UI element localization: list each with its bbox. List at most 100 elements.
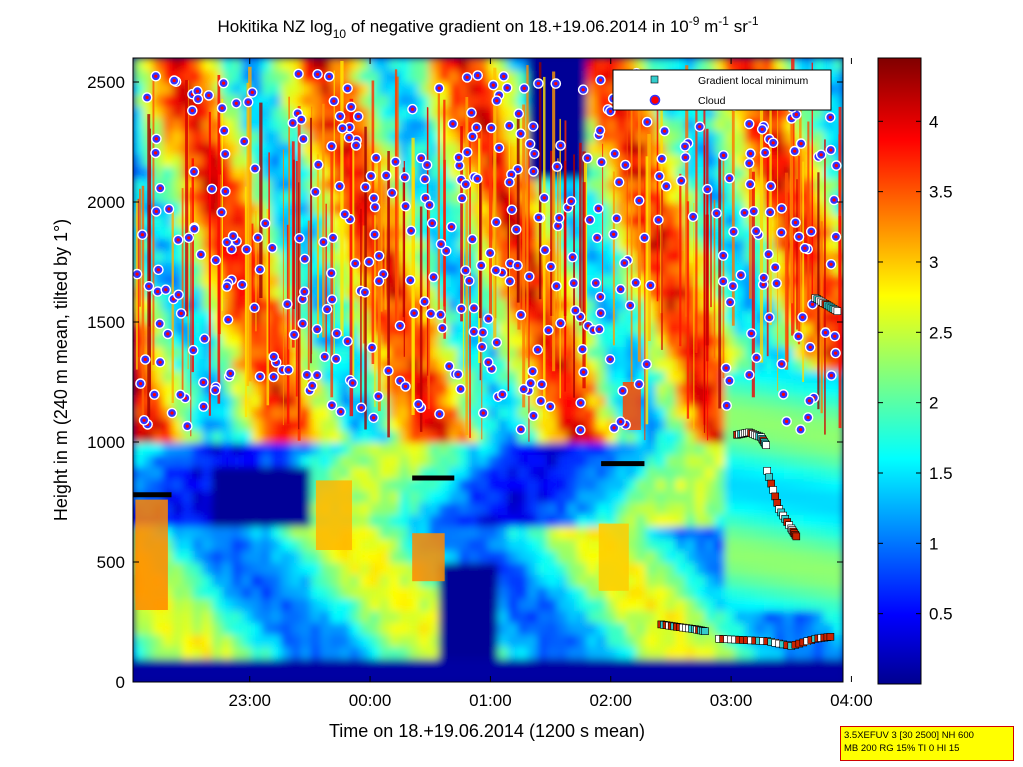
heatmap-cell xyxy=(734,190,746,203)
heatmap-cell xyxy=(290,430,302,443)
heatmap-cell xyxy=(419,94,430,107)
heatmap-cell xyxy=(310,418,322,431)
heatmap-cell xyxy=(221,526,233,539)
heatmap-cell xyxy=(419,166,430,179)
heatmap-cell xyxy=(685,634,697,647)
heatmap-cell xyxy=(330,262,342,275)
heatmap-cell xyxy=(231,478,243,491)
heatmap-cell xyxy=(211,418,223,431)
heatmap-cell xyxy=(369,166,381,179)
cloud-marker-center xyxy=(270,246,274,250)
heatmap-cell xyxy=(833,58,843,71)
heatmap-cell xyxy=(783,670,795,682)
heatmap-cell xyxy=(192,466,204,479)
heatmap-cell xyxy=(823,154,835,167)
heatmap-cell xyxy=(389,262,401,275)
heatmap-cell xyxy=(596,670,608,682)
heatmap-cell xyxy=(438,442,450,455)
heatmap-blob xyxy=(598,523,629,591)
heatmap-cell xyxy=(803,442,815,455)
heatmap-cell xyxy=(261,514,273,527)
heatmap-cell xyxy=(774,442,785,455)
heatmap-cell xyxy=(695,250,706,263)
heatmap-cell xyxy=(399,502,411,515)
heatmap-streak xyxy=(824,139,826,435)
heatmap-cell xyxy=(813,514,825,527)
heatmap-cell xyxy=(734,418,746,431)
heatmap-cell xyxy=(497,310,509,323)
heatmap-cell xyxy=(754,106,766,119)
heatmap-cell xyxy=(566,298,578,311)
heatmap-cell xyxy=(133,82,144,95)
heatmap-cell xyxy=(823,178,835,191)
cloud-marker-center xyxy=(353,261,357,266)
heatmap-cell xyxy=(231,82,243,95)
heatmap-cell xyxy=(645,262,657,275)
heatmap-cell xyxy=(448,658,460,671)
heatmap-cell xyxy=(409,670,420,682)
heatmap-cell xyxy=(280,670,292,682)
cloud-marker-center xyxy=(390,191,394,195)
heatmap-cell xyxy=(438,610,450,623)
heatmap-cell xyxy=(192,106,204,119)
heatmap-cell xyxy=(566,562,578,575)
heatmap-streak xyxy=(637,97,641,362)
heatmap-cell xyxy=(359,586,371,599)
heatmap-cell xyxy=(438,466,450,479)
heatmap-cell xyxy=(596,298,608,311)
heatmap-cell xyxy=(488,622,499,635)
heatmap-cell xyxy=(379,382,391,395)
heatmap-cell xyxy=(280,118,292,131)
cloud-marker-center xyxy=(171,297,176,301)
cloud-marker-center xyxy=(543,248,547,252)
heatmap-cell xyxy=(754,370,766,383)
heatmap-cell xyxy=(557,190,568,203)
cloud-marker-center xyxy=(519,132,523,136)
heatmap-cell xyxy=(133,70,144,83)
heatmap-cell xyxy=(704,382,716,395)
cloud-marker-center xyxy=(185,424,189,428)
heatmap-cell xyxy=(497,562,509,575)
cloud-marker-center xyxy=(516,264,520,268)
heatmap-cell xyxy=(192,394,204,407)
heatmap-cell xyxy=(182,610,194,623)
heatmap-cell xyxy=(497,58,509,71)
heatmap-cell xyxy=(419,202,430,215)
heatmap-cell xyxy=(478,574,489,587)
heatmap-cell xyxy=(774,406,785,419)
heatmap-cell xyxy=(379,514,391,527)
heatmap-cell xyxy=(754,190,766,203)
cloud-marker-center xyxy=(481,411,485,415)
heatmap-cell xyxy=(300,466,312,479)
cloud-marker-center xyxy=(305,373,309,377)
heatmap-cell xyxy=(537,238,549,251)
heatmap-cell xyxy=(497,538,509,551)
heatmap-cell xyxy=(419,310,430,323)
heatmap-cell xyxy=(290,670,302,682)
heatmap-cell xyxy=(754,598,766,611)
cloud-marker-center xyxy=(258,374,262,379)
cloud-marker-center xyxy=(748,182,752,186)
heatmap-cell xyxy=(527,658,539,671)
heatmap-cell xyxy=(182,406,194,419)
cloud-marker-center xyxy=(444,249,448,253)
heatmap-cell xyxy=(655,610,667,623)
heatmap-cell xyxy=(576,202,588,215)
heatmap-cell xyxy=(310,214,322,227)
heatmap-cell xyxy=(389,646,401,659)
heatmap-cell xyxy=(468,430,480,443)
heatmap-cell xyxy=(340,430,351,443)
heatmap-cell xyxy=(280,418,292,431)
heatmap-cell xyxy=(724,322,736,335)
heatmap-cell xyxy=(478,586,489,599)
heatmap-cell xyxy=(527,550,539,563)
heatmap-cell xyxy=(458,466,470,479)
heatmap-cell xyxy=(369,658,381,671)
heatmap-cell xyxy=(330,250,342,263)
heatmap-cell xyxy=(428,154,440,167)
heatmap-cell xyxy=(369,466,381,479)
heatmap-cell xyxy=(616,166,628,179)
heatmap-cell xyxy=(734,646,746,659)
heatmap-cell xyxy=(734,238,746,251)
heatmap-cell xyxy=(330,202,342,215)
